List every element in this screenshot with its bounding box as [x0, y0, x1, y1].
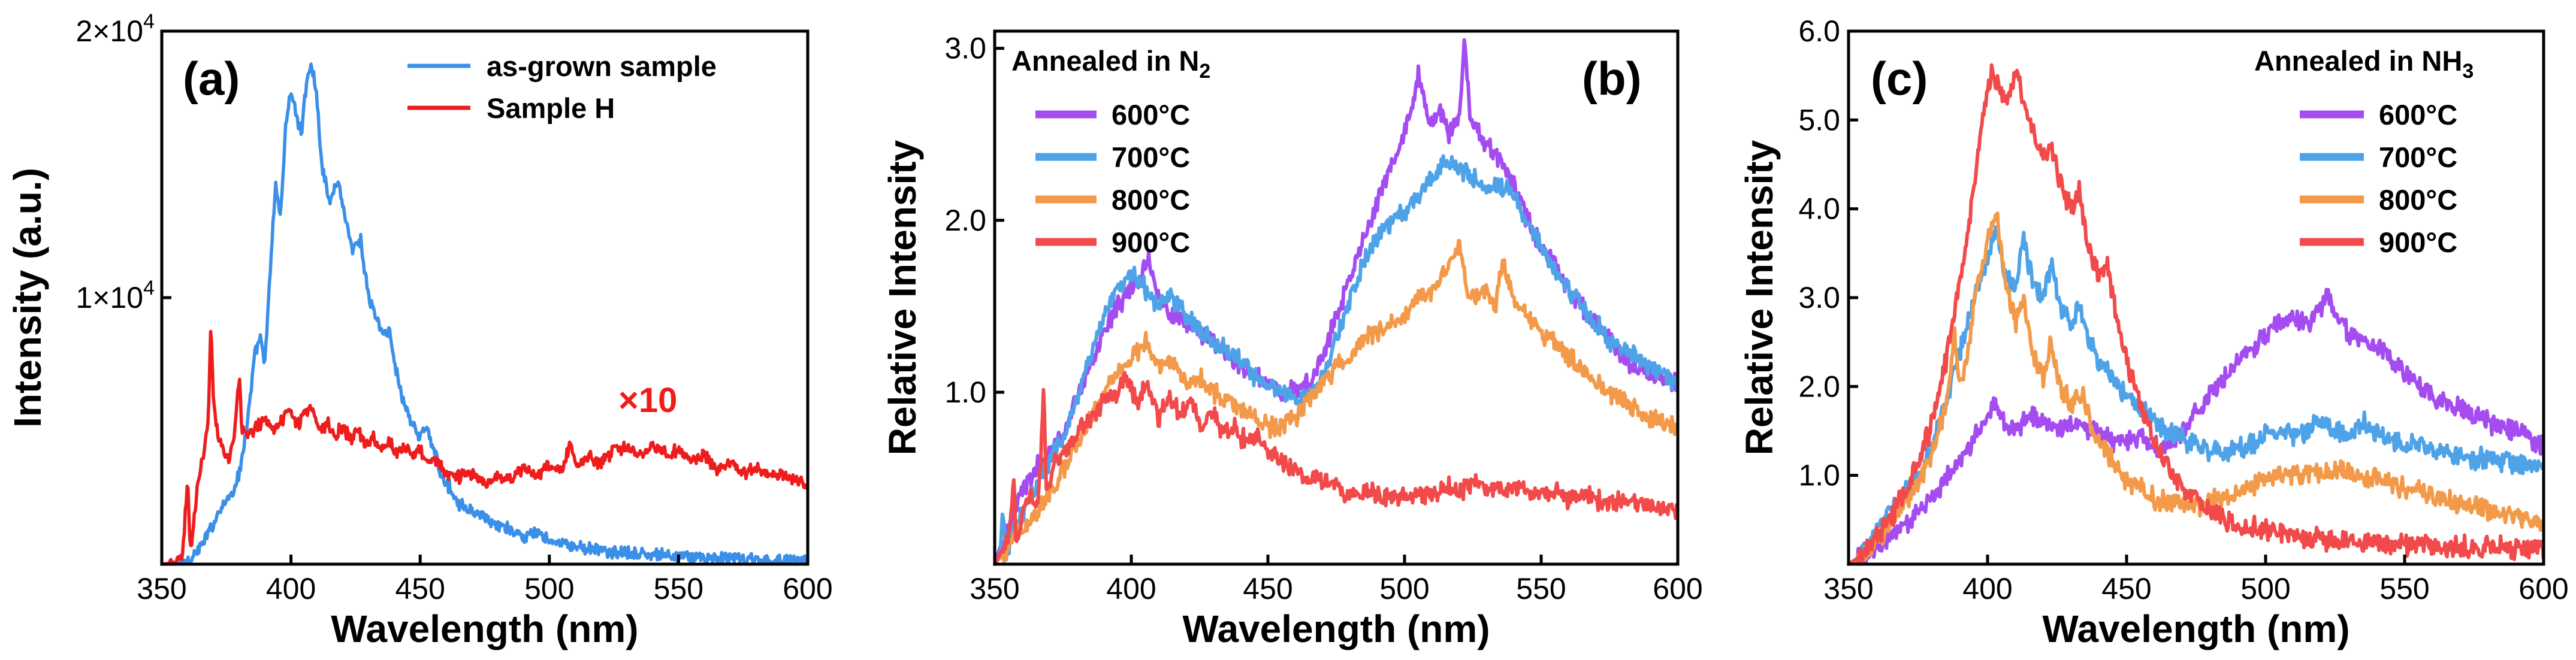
panel-a-y-ticks: 1×104 2×104 — [76, 10, 171, 314]
panel-c-x-tick-label: 400 — [1962, 572, 2012, 605]
panel-c-y-tick-label: 6.0 — [1798, 14, 1840, 48]
panel-a-y-tick-base: 2×10 — [76, 14, 143, 48]
panel-b-x-axis-label: Wavelength (nm) — [1182, 607, 1490, 650]
panel-a-y-tick-label: 2×104 — [76, 10, 155, 48]
panel-a-y-tick-exp: 4 — [143, 277, 155, 299]
panel-a-y-tick-label: 1×104 — [76, 277, 155, 314]
panel-a-x-tick-label: 350 — [137, 572, 186, 605]
panel-b-legend-label: 800°C — [1112, 184, 1190, 216]
panel-c-legend-title-main: Annealed in NH — [2254, 45, 2462, 77]
panel-b-y-tick-label: 1.0 — [944, 376, 986, 409]
panel-b-x-tick-label: 550 — [1516, 572, 1566, 605]
panel-b-series-line — [993, 154, 1680, 566]
panel-c: 350 400 450 500 550 600 1.0 2.0 3.0 4.0 5.0 6.0 Wa… — [1738, 14, 2569, 650]
panel-a-y-tick-base: 1×10 — [76, 281, 143, 314]
panel-c-legend-title-sub: 3 — [2462, 60, 2474, 83]
panel-a-legend: as-grown sample Sample H — [407, 50, 717, 124]
panel-a-x-tick-label: 600 — [783, 572, 832, 605]
panel-c-legend-label: 900°C — [2379, 226, 2457, 258]
panel-c-legend-label: 700°C — [2379, 141, 2457, 173]
panel-b-axes-frame — [993, 29, 1680, 566]
panel-b-legend-label: 900°C — [1112, 226, 1190, 258]
panel-c-legend-title: Annealed in NH3 — [2254, 45, 2474, 83]
panel-c-x-tick-label: 600 — [2518, 572, 2568, 605]
panel-a-annotation-x10: ×10 — [618, 381, 677, 420]
panel-b-legend-title-sub: 2 — [1199, 60, 1210, 83]
panel-a-x-ticks: 350 400 450 500 550 600 — [137, 555, 833, 605]
panel-c-y-tick-label: 1.0 — [1798, 459, 1840, 492]
panel-a-legend-label: as-grown sample — [487, 50, 717, 82]
panel-b-x-ticks: 350 400 450 500 550 600 — [970, 555, 1703, 605]
panel-b-y-tick-label: 3.0 — [944, 32, 986, 65]
panel-c-x-axis-label: Wavelength (nm) — [2042, 607, 2349, 650]
panel-c-label: (c) — [1871, 52, 1928, 105]
panel-b: 350 400 450 500 550 600 1.0 2.0 3.0 Wavelength … — [881, 29, 1703, 650]
panel-a-legend-label: Sample H — [487, 92, 615, 124]
panel-b-x-tick-label: 450 — [1243, 572, 1292, 605]
panel-a-y-tick-exp: 4 — [143, 10, 155, 33]
panel-a-series-line — [160, 62, 810, 566]
panel-c-y-tick-label: 5.0 — [1798, 103, 1840, 137]
panel-b-series-line — [993, 238, 1680, 566]
panel-b-plot-content — [993, 38, 1680, 566]
panel-c-plot-content — [1847, 63, 2545, 566]
panel-c-legend: 600°C 700°C 800°C 900°C — [2300, 99, 2457, 258]
panel-c-y-ticks: 1.0 2.0 3.0 4.0 5.0 6.0 — [1798, 14, 1858, 492]
panel-c-x-tick-label: 350 — [1823, 572, 1873, 605]
panel-a-x-axis-label: Wavelength (nm) — [331, 607, 638, 650]
panel-c-series-line — [1847, 211, 2545, 566]
panel-b-x-tick-label: 400 — [1106, 572, 1156, 605]
panel-a-series-line — [160, 329, 810, 566]
panel-b-legend-label: 700°C — [1112, 141, 1190, 173]
panel-c-x-ticks: 350 400 450 500 550 600 — [1823, 555, 2569, 605]
panel-c-x-tick-label: 550 — [2379, 572, 2429, 605]
panel-b-y-ticks: 1.0 2.0 3.0 — [944, 32, 1004, 409]
panel-c-series-line — [1847, 63, 2545, 566]
panel-a-x-tick-label: 400 — [266, 572, 316, 605]
panel-a-x-tick-label: 500 — [524, 572, 574, 605]
panel-c-x-tick-label: 500 — [2240, 572, 2290, 605]
panel-b-legend-label: 600°C — [1112, 99, 1190, 131]
panel-b-legend-title-main: Annealed in N — [1011, 45, 1199, 77]
panel-a-label: (a) — [183, 52, 240, 105]
panel-b-y-axis-label: Relative Intensity — [881, 140, 924, 455]
panel-a-x-tick-label: 450 — [395, 572, 445, 605]
panel-b-series-line — [993, 371, 1680, 566]
panel-c-x-tick-label: 450 — [2101, 572, 2151, 605]
panel-c-y-tick-label: 3.0 — [1798, 281, 1840, 314]
panel-b-legend-title: Annealed in N2 — [1011, 45, 1210, 83]
panel-b-x-tick-label: 500 — [1379, 572, 1429, 605]
panel-b-legend: 600°C 700°C 800°C 900°C — [1035, 99, 1190, 258]
panel-c-legend-label: 800°C — [2379, 184, 2457, 216]
panel-c-series-line — [1847, 287, 2545, 566]
panel-c-series-line — [1847, 225, 2545, 566]
panel-a-x-tick-label: 550 — [654, 572, 703, 605]
panel-b-x-tick-label: 600 — [1653, 572, 1702, 605]
panel-b-label: (b) — [1582, 52, 1642, 105]
panel-b-y-tick-label: 2.0 — [944, 204, 986, 237]
panel-a-plot-content — [160, 62, 810, 566]
panel-c-y-tick-label: 2.0 — [1798, 370, 1840, 403]
panel-c-legend-label: 600°C — [2379, 99, 2457, 131]
panel-a-y-axis-label: Intensity (a.u.) — [6, 168, 49, 428]
panel-b-x-tick-label: 350 — [970, 572, 1019, 605]
panel-a: 350 400 450 500 550 600 1×104 2×104 Wavelengt… — [6, 10, 833, 650]
panel-c-y-tick-label: 4.0 — [1798, 192, 1840, 226]
panel-c-y-axis-label: Relative Intensity — [1738, 140, 1781, 455]
